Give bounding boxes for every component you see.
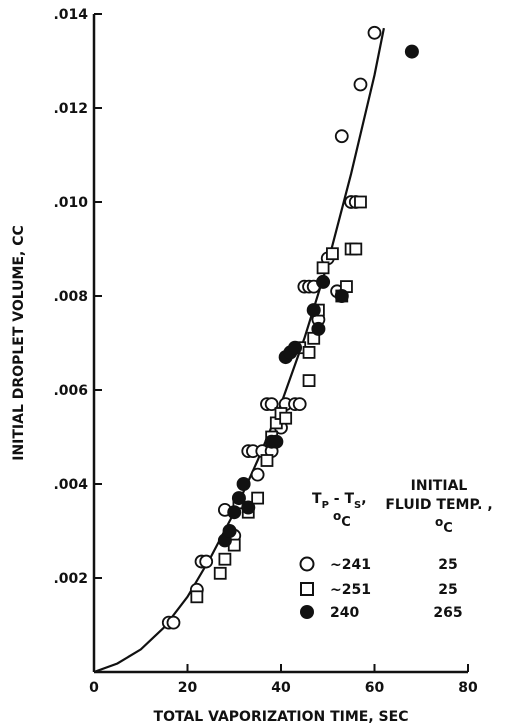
legend-marker-open-square [300,582,314,596]
fit-curve [93,27,385,674]
legend-delta-t-0: ~241 [330,557,371,573]
x-tick-label: 60 [365,680,385,696]
point-filled-circle [269,434,284,449]
fit-curve-group [93,27,385,674]
point-filled-circle [241,500,256,515]
y-tick-label: .008 [53,289,88,305]
legend-col1-comma: , [361,491,366,507]
point-open-square [316,261,330,275]
legend-delta-t-1: ~251 [330,582,371,598]
point-open-circle [292,397,307,412]
y-tick-label: .010 [53,195,88,211]
point-open-square [302,345,316,359]
legend-col1-sub2: S [354,500,361,511]
ticks: 0 20 40 60 80 .002 .004 .006 .008 .010 .012 .014 [53,7,478,696]
legend-col1-unit-sub: C [341,515,351,530]
legend-delta-t-2: 240 [330,605,359,621]
legend-row-2: 240 265 [300,605,463,621]
point-open-square [218,552,232,566]
point-filled-circle [227,505,242,520]
legend-col1-unit: oC [333,509,351,530]
x-tick-label: 80 [458,680,478,696]
legend: TP - TS, oC INITIAL FLUID TEMP. , oC ~24… [299,478,493,621]
y-tick-label: .006 [53,383,88,399]
point-open-circle [334,129,349,144]
legend-col2-header-line2: FLUID TEMP. , [385,497,492,513]
point-open-square [354,195,367,209]
x-tick-label: 0 [89,680,99,696]
x-axis-label: TOTAL VAPORIZATION TIME, SEC [154,709,409,725]
point-open-circle [250,467,265,482]
point-open-square [349,242,363,256]
legend-col2-unit: oC [435,515,453,536]
point-open-square [260,454,274,467]
point-filled-circle [231,491,246,506]
point-open-circle [367,25,382,40]
point-open-square [279,411,293,425]
legend-row-0: ~241 25 [299,556,458,573]
y-tick-label: .004 [53,477,88,493]
point-open-square [326,247,339,261]
point-open-circle [199,554,214,569]
axes [92,14,468,674]
x-tick-label: 20 [178,680,198,696]
legend-col1-mid: - T [329,491,355,507]
point-open-circle [353,77,368,92]
point-filled-circle [404,44,419,59]
point-open-square [251,491,265,505]
legend-marker-open-circle [299,556,315,572]
legend-initial-temp-2: 265 [433,605,462,621]
point-filled-circle [306,303,321,318]
point-filled-circle [222,524,237,538]
legend-col2-unit-sup: o [435,515,443,529]
legend-initial-temp-0: 25 [438,557,457,573]
legend-col1-sub1: P [322,500,329,511]
legend-row-1: ~251 25 [300,582,458,598]
legend-marker-filled-circle [300,605,314,619]
x-tick-label: 40 [271,680,291,696]
y-tick-label: .014 [53,7,88,23]
y-axis-label: INITIAL DROPLET VOLUME, CC [11,225,27,461]
legend-col2-header-line1: INITIAL [411,478,468,494]
y-tick-label: .002 [53,571,88,587]
legend-col1-unit-sup: o [333,509,341,523]
point-filled-circle [334,289,349,303]
point-open-square [302,374,316,388]
legend-col1-t1: T [312,491,322,507]
y-tick-label: .012 [53,101,88,117]
legend-initial-temp-1: 25 [438,582,457,598]
point-filled-circle [288,340,303,355]
point-filled-circle [316,274,331,289]
legend-col2-unit-sub: C [443,521,453,536]
point-filled-circle [236,477,251,491]
data-points [161,25,419,630]
point-open-circle [166,615,181,630]
point-open-square [213,566,227,580]
point-filled-circle [311,321,326,336]
legend-col1-header: TP - TS, [312,491,367,511]
point-open-square [190,590,204,604]
